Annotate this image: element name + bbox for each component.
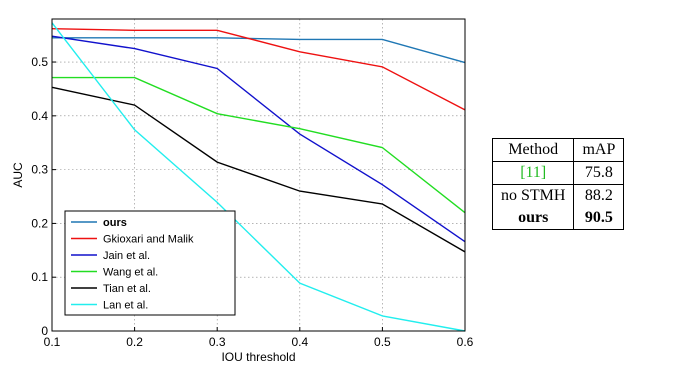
- table-cell-method: ours: [491, 207, 575, 230]
- legend-label: Lan et al.: [103, 300, 148, 312]
- x-tick-label: 0.2: [126, 335, 143, 349]
- x-tick-label: 0.5: [374, 335, 391, 349]
- table-header-map: mAP: [573, 138, 625, 162]
- legend-label: Jain et al.: [103, 250, 150, 262]
- map-table: Method mAP [11] 75.8 no STMH 88.2 ours 9…: [491, 138, 625, 230]
- ticks: 0.1 0.2 0.3 0.4 0.5 0.600.10.20.30.40.5: [31, 55, 473, 349]
- table-row: [11] 75.8: [491, 161, 625, 185]
- series-line-jain-et-al-: [51, 35, 466, 243]
- y-tick-label: 0: [41, 324, 48, 338]
- series-line-gkioxari-and-malik: [51, 28, 466, 111]
- table-cell-map: 75.8: [573, 161, 625, 185]
- table-cell-method: [11]: [491, 161, 575, 185]
- series-line-wang-et-al-: [52, 76, 466, 214]
- y-tick-label: 0.4: [31, 109, 48, 123]
- legend: ours Gkioxari and Malik Jain et al. Wang et…: [64, 210, 236, 316]
- legend-box: [64, 210, 236, 316]
- x-tick-label: 0.4: [291, 335, 308, 349]
- y-tick-label: 0.3: [31, 163, 48, 177]
- series-lines: [51, 22, 466, 332]
- auc-line-chart: 0.1 0.2 0.3 0.4 0.5 0.600.10.20.30.40.5 IOU t…: [11, 18, 474, 364]
- series-line-lan-et-al-: [51, 22, 466, 332]
- y-axis-label: AUC: [11, 162, 25, 188]
- plot-frame: [51, 18, 466, 332]
- legend-label: ours: [103, 217, 127, 229]
- table-header-method: Method: [491, 138, 575, 162]
- table-cell-map: 90.5: [573, 207, 625, 230]
- table-cell-map: 88.2: [573, 184, 625, 207]
- table-header-row: Method mAP: [491, 138, 625, 162]
- y-tick-label: 0.5: [31, 55, 48, 69]
- y-tick-label: 0.2: [31, 216, 48, 230]
- x-tick-label: 0.1: [44, 335, 61, 349]
- x-tick-label: 0.3: [209, 335, 226, 349]
- table-row: ours 90.5: [491, 207, 625, 230]
- legend-label: Tian et al.: [103, 283, 151, 295]
- legend-label: Wang et al.: [103, 267, 158, 279]
- table-cell-method: no STMH: [491, 184, 575, 207]
- y-tick-label: 0.1: [31, 270, 48, 284]
- x-axis-label: IOU threshold: [221, 350, 295, 364]
- x-tick-label: 0.6: [457, 335, 474, 349]
- table-row: no STMH 88.2: [491, 184, 625, 207]
- series-line-tian-et-al-: [51, 86, 466, 253]
- legend-label: Gkioxari and Malik: [103, 234, 194, 246]
- series-line-ours: [52, 37, 466, 64]
